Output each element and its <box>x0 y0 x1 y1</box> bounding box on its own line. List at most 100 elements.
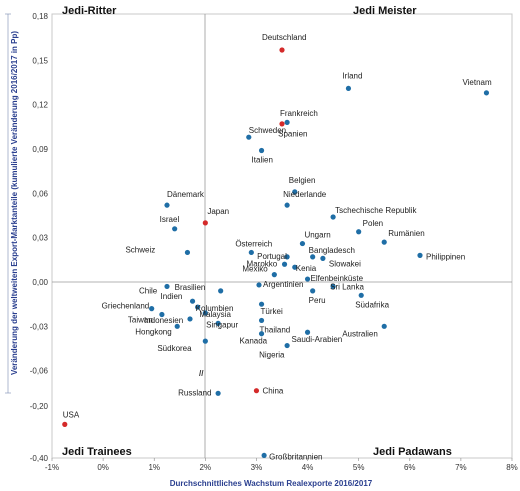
point-label: Rumänien <box>388 229 424 238</box>
plot-area <box>5 13 513 459</box>
point-label: Russland <box>178 388 211 397</box>
point-mexiko <box>271 272 277 278</box>
point-vietnam <box>483 90 490 96</box>
point-label: Südkorea <box>157 344 192 353</box>
y-tick-label: 0,15 <box>32 56 48 65</box>
point-türkei <box>258 301 265 307</box>
point-label: Frankreich <box>280 109 318 118</box>
point-label: Schweden <box>249 126 286 135</box>
point-label: Südafrika <box>355 300 389 309</box>
point-label: Kenia <box>296 264 317 273</box>
point-label: Italien <box>252 155 273 164</box>
point-label: Deutschland <box>262 33 306 42</box>
point-label: Saudi-Arabien <box>292 335 343 344</box>
point-label: China <box>262 387 283 396</box>
point-label: Niederlande <box>283 190 327 199</box>
y-tick-label: 0,12 <box>32 101 48 110</box>
quadrant-label-top-left: Jedi-Ritter <box>62 5 117 17</box>
y-tick-label: 0,00 <box>32 278 48 287</box>
data-points: Deutschland Irland Vietnam Frankreich Spanie… <box>62 33 492 461</box>
point-label: Mexiko <box>242 265 268 274</box>
point-label: Israel <box>160 215 180 224</box>
x-tick-label: 6% <box>404 463 416 472</box>
point-österreich <box>248 249 254 256</box>
point-griechenland <box>149 306 155 312</box>
point-argentinien <box>256 282 262 288</box>
point-label: Peru <box>309 296 326 305</box>
point-label: Kanada <box>240 337 268 346</box>
point-marokko <box>281 261 288 267</box>
point-label: Irland <box>342 71 362 80</box>
point-label: Argentinien <box>263 280 303 289</box>
y-tick-label: -0,40 <box>30 454 49 463</box>
y-axis-label: Veränderung der weltweiten Export-Markta… <box>10 31 19 375</box>
x-tick-label: 1% <box>148 463 160 472</box>
point-label: Brasilien <box>175 283 206 292</box>
point-italien <box>258 147 265 154</box>
y-tick-label: 0,09 <box>32 145 48 154</box>
point-indien <box>189 298 196 304</box>
point-australien <box>381 323 387 329</box>
point-thailand <box>258 317 265 324</box>
point-portugal <box>284 254 290 260</box>
point-label: Philippinen <box>426 252 465 261</box>
point-brasilien <box>218 288 224 294</box>
point-china <box>253 388 260 394</box>
quadrant-label-top-right: Jedi Meister <box>353 5 417 17</box>
point-chile <box>164 283 170 290</box>
point-irland <box>345 85 352 92</box>
axis-break-mark: // <box>199 369 204 378</box>
point-peru <box>310 288 316 294</box>
point-label: Indien <box>161 292 183 301</box>
point-usa <box>62 421 68 427</box>
x-tick-label: 5% <box>353 463 365 472</box>
point-kanada <box>258 331 265 337</box>
quadrant-label-bottom-left: Jedi Trainees <box>62 446 132 458</box>
point-label: Malaysia <box>199 310 231 319</box>
point-label: Japan <box>207 207 229 216</box>
point-label: Chile <box>139 286 158 295</box>
y-tick-label: 0,18 <box>32 12 48 21</box>
point-frankreich <box>279 121 285 127</box>
point-label: Österreich <box>235 239 272 248</box>
point-deutschland <box>279 47 285 53</box>
point-label: Kolumbien <box>196 304 234 313</box>
point-südkorea <box>202 338 208 344</box>
point-label: USA <box>63 410 80 419</box>
y-tick-label: 0,06 <box>32 189 48 198</box>
point-ungarn <box>299 240 306 247</box>
point-label: Dänemark <box>167 190 205 199</box>
point-japan <box>202 220 208 226</box>
point-label: Portugal <box>257 252 287 261</box>
point-israel <box>172 226 178 232</box>
point-kolumbien <box>195 304 201 310</box>
point-label: Vietnam <box>462 78 492 87</box>
point-großbritannien <box>261 452 267 459</box>
point-indonesien <box>187 316 193 322</box>
y-tick-label: -0,20 <box>30 402 49 411</box>
point-elfenbeinküste <box>304 276 311 282</box>
point-label: Hongkong <box>135 327 171 336</box>
point-label: Schweiz <box>125 245 155 254</box>
quadrant-label-bottom-right: Jedi Padawans <box>373 446 452 458</box>
point-singapur <box>215 320 221 326</box>
y-tick-label: -0,06 <box>30 367 49 376</box>
point-sri-lanka <box>330 283 336 290</box>
point-label: Nigeria <box>259 351 285 360</box>
axis-ticks: -1% 0% 1% 2% 3% 4% 5% 6% 7% 8% 0,18 0,15 0,12 0,09 0,0… <box>30 12 518 472</box>
point-label: Polen <box>363 219 383 228</box>
point-philippinen <box>417 252 423 258</box>
point-saudi-arabien <box>304 329 311 335</box>
point-kenia <box>292 264 298 270</box>
point-nigeria <box>284 342 290 349</box>
point-label: Ungarn <box>304 231 330 240</box>
point-polen <box>356 229 362 235</box>
point-malaysia <box>202 310 208 316</box>
x-tick-label: 0% <box>97 463 109 472</box>
point-label: Taiwan <box>128 316 153 325</box>
point-rumänien <box>381 239 387 245</box>
y-tick-label: -0,03 <box>30 322 49 331</box>
point-label: Spanien <box>278 129 307 138</box>
point-südafrika <box>358 292 364 298</box>
point-label: Bangladesch <box>309 246 355 255</box>
